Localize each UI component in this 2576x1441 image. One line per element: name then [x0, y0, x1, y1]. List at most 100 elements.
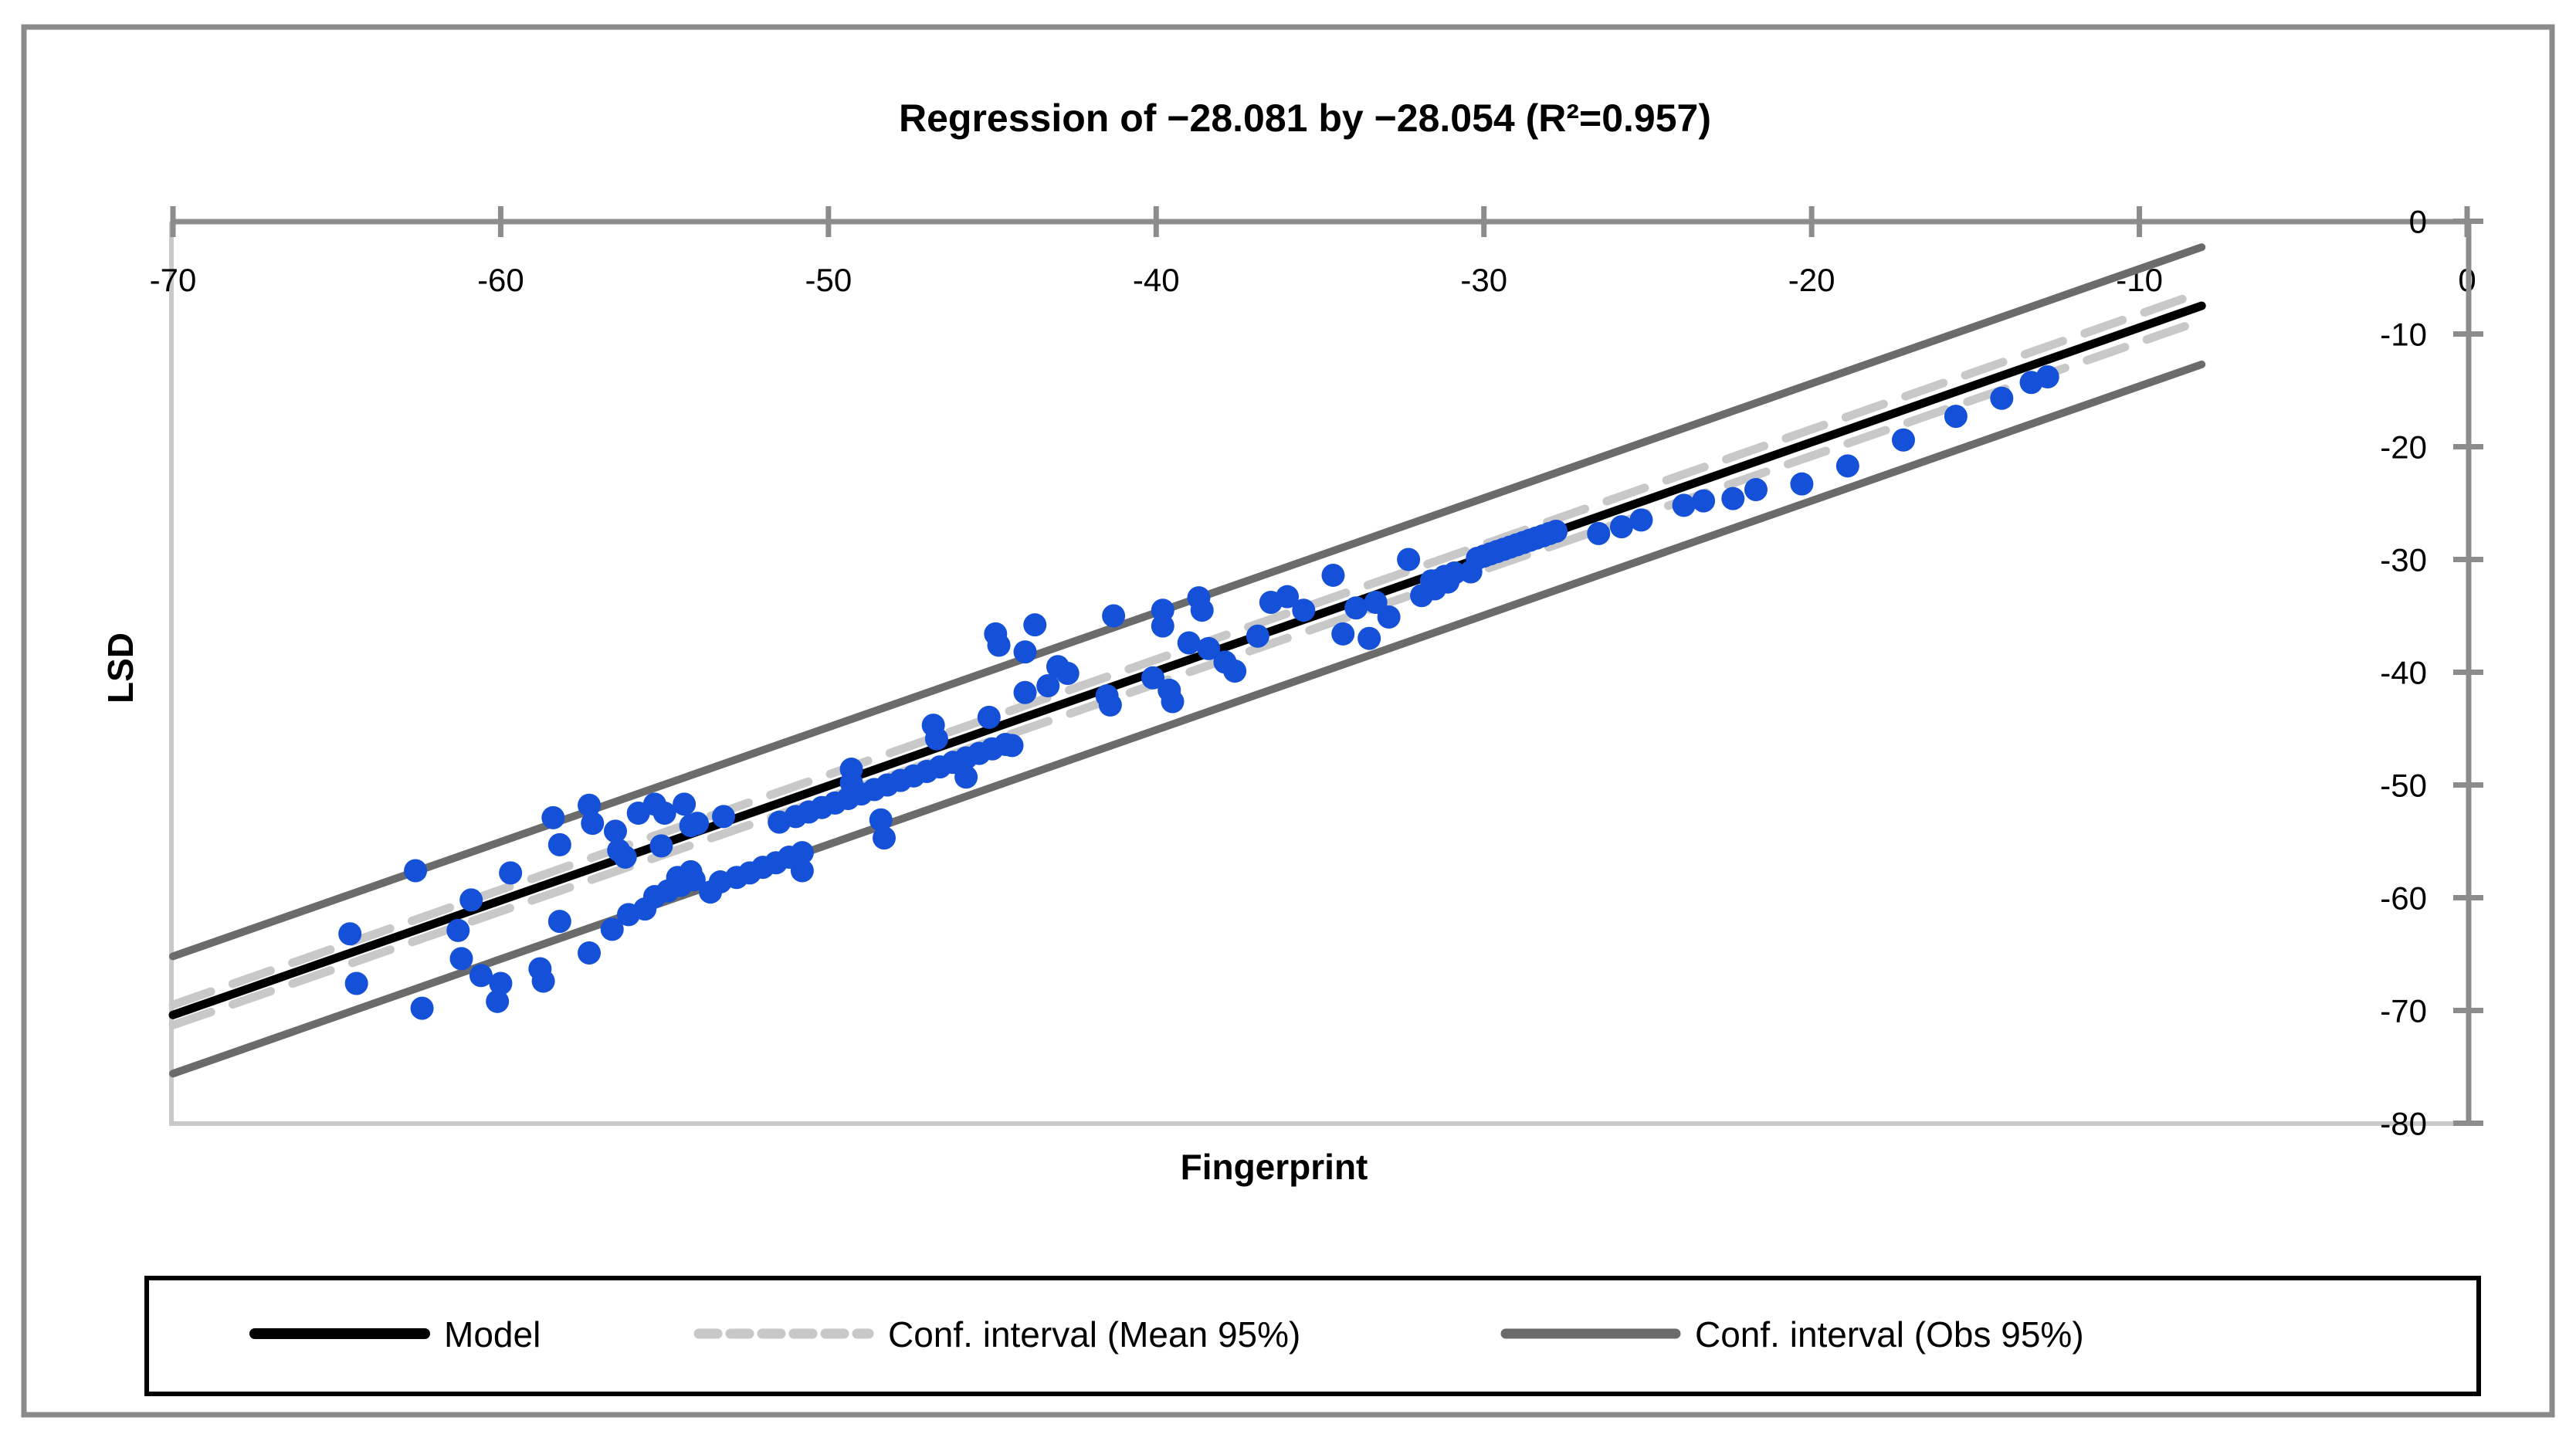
scatter-point — [581, 812, 605, 836]
x-tick-label: -30 — [1460, 262, 1507, 298]
scatter-point — [404, 859, 428, 883]
x-tick-label: -40 — [1133, 262, 1180, 298]
scatter-point — [1292, 598, 1316, 622]
scatter-point — [578, 793, 602, 817]
scatter-point — [1190, 598, 1214, 622]
scatter-point — [547, 832, 571, 856]
scatter-point — [600, 917, 624, 941]
scatter-point — [1161, 690, 1185, 714]
scatter-point — [1102, 604, 1126, 628]
y-tick-label: -80 — [2380, 1106, 2427, 1142]
conf-obs-upper-line — [169, 243, 2206, 961]
scatter-point — [1331, 622, 1355, 646]
scatter-point — [547, 910, 571, 934]
scatter-point — [1246, 624, 1269, 648]
scatter-point — [1377, 605, 1401, 629]
model-line — [168, 301, 2206, 1019]
y-tick-label: -30 — [2380, 542, 2427, 578]
scatter-point — [499, 861, 523, 885]
scatter-point — [1276, 585, 1300, 609]
scatter-point — [790, 859, 814, 883]
scatter-point — [977, 705, 1001, 729]
scatter-point — [649, 834, 673, 858]
scatter-point — [338, 922, 362, 946]
scatter-point — [541, 805, 565, 829]
scatter-point — [459, 888, 483, 912]
scatter-point — [578, 941, 602, 965]
scatter-point — [1790, 472, 1814, 496]
y-tick-label: -60 — [2380, 880, 2427, 917]
scatter-point — [790, 841, 814, 865]
scatter-point — [1744, 477, 1768, 501]
scatter-point — [489, 971, 513, 995]
scatter-point — [673, 792, 697, 816]
x-tick-label: -60 — [477, 262, 524, 298]
scatter-point — [1609, 515, 1633, 539]
scatter-point — [924, 727, 948, 751]
scatter-point — [1944, 405, 1968, 429]
y-tick-label: -70 — [2380, 993, 2427, 1029]
legend-label-model: Model — [444, 1314, 541, 1355]
y-tick-label: -50 — [2380, 768, 2427, 804]
scatter-point — [712, 805, 736, 829]
x-tick-label: -70 — [150, 262, 197, 298]
scatter-point — [1344, 596, 1368, 620]
scatter-point — [486, 989, 510, 1013]
scatter-point — [2035, 364, 2059, 388]
x-axis-title: Fingerprint — [1181, 1147, 1368, 1187]
scatter-point — [1000, 734, 1024, 758]
scatter-point — [469, 964, 493, 988]
x-tick-label: -50 — [805, 262, 852, 298]
scatter-point — [987, 633, 1011, 657]
conf-mean-lower-line — [168, 316, 2206, 1029]
scatter-point — [1544, 520, 1568, 543]
scatter-point — [603, 819, 627, 843]
scatter-point — [1013, 680, 1037, 704]
scatter-point — [531, 969, 555, 993]
scatter-point — [1177, 631, 1201, 655]
figure-frame — [21, 24, 2555, 1418]
scatter-point — [410, 996, 434, 1020]
legend-box — [144, 1276, 2481, 1396]
y-tick-label: -20 — [2380, 429, 2427, 466]
scatter-point — [344, 971, 368, 995]
scatter-point — [1023, 613, 1047, 637]
y-tick-label: 0 — [2409, 204, 2427, 240]
scatter-point — [449, 947, 473, 971]
legend-label-conf-obs: Conf. interval (Obs 95%) — [1695, 1314, 2084, 1355]
legend: Model Conf. interval (Mean 95%) Conf. in… — [144, 1276, 2481, 1396]
scatter-point — [1197, 636, 1221, 660]
scatter-point — [1835, 454, 1859, 478]
y-tick-label: -40 — [2380, 655, 2427, 691]
scatter-point — [873, 826, 897, 850]
scatter-point — [1587, 521, 1611, 545]
scatter-point — [1013, 640, 1037, 664]
scatter-point — [869, 808, 893, 832]
scatter-point — [1321, 563, 1345, 587]
scatter-point — [1223, 659, 1247, 683]
chart-title: Regression of −28.081 by −28.054 (R²=0.9… — [899, 97, 1711, 140]
scatter-point — [1692, 489, 1716, 513]
scatter-point — [1357, 626, 1381, 650]
scatter-point — [686, 812, 710, 836]
scatter-point — [1151, 614, 1174, 638]
scatter-point — [1098, 693, 1122, 717]
legend-label-conf-mean: Conf. interval (Mean 95%) — [888, 1314, 1300, 1355]
scatter-point — [1036, 674, 1060, 698]
scatter-point — [1990, 386, 2014, 410]
scatter-point — [954, 765, 978, 789]
scatter-point — [613, 845, 637, 869]
plot-area: -70-60-50-40-30-20-1000-10-20-30-40-50-6… — [150, 204, 2483, 1142]
y-axis-title: LSD — [100, 632, 141, 704]
scatter-point — [1629, 508, 1653, 532]
scatter-point — [446, 918, 470, 942]
x-tick-label: -20 — [1788, 262, 1835, 298]
scatter-point — [1891, 428, 1915, 452]
scatter-point — [652, 802, 676, 825]
scatter-point — [1721, 487, 1745, 510]
scatter-point — [682, 868, 706, 892]
conf-obs-lower-line — [169, 360, 2206, 1078]
scatter-point — [1056, 661, 1080, 685]
